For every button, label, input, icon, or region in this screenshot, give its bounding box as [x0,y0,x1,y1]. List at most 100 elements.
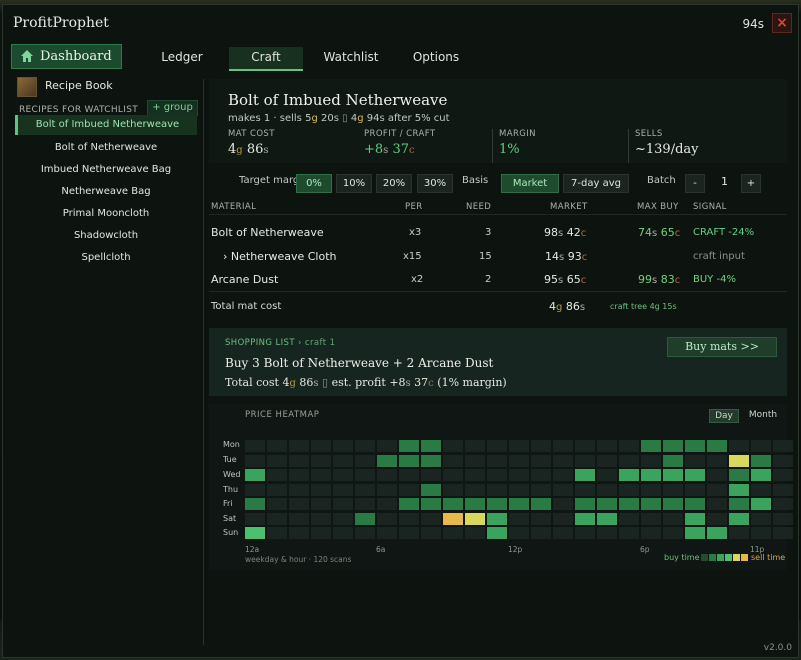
heatmap-cell[interactable] [377,527,397,539]
heatmap-cell[interactable] [531,483,551,496]
heatmap-cell[interactable] [267,469,287,481]
heatmap-cell[interactable] [487,454,507,467]
heatmap-cell[interactable] [729,469,749,481]
heatmap-cell[interactable] [399,454,419,467]
heatmap-cell[interactable] [575,512,595,525]
heatmap-cell[interactable] [377,483,397,496]
heatmap-cell[interactable] [465,469,485,481]
heatmap-cell[interactable] [245,440,265,452]
heatmap-cell[interactable] [773,469,793,481]
heatmap-cell[interactable] [641,512,661,525]
heatmap-cell[interactable] [289,469,309,481]
heatmap-tab-month[interactable]: Month [748,410,778,420]
heatmap-cell[interactable] [553,527,573,539]
heatmap-cell[interactable] [773,527,793,539]
heatmap-cell[interactable] [707,483,727,496]
heatmap-cell[interactable] [465,454,485,467]
heatmap-cell[interactable] [575,483,595,496]
heatmap-cell[interactable] [707,454,727,467]
heatmap-cell[interactable] [487,483,507,496]
heatmap-cell[interactable] [751,469,771,481]
heatmap-cell[interactable] [421,498,441,510]
heatmap-cell[interactable] [355,440,375,452]
heatmap-cell[interactable] [245,469,265,481]
heatmap-cell[interactable] [575,527,595,539]
heatmap-cell[interactable] [575,440,595,452]
dashboard-button[interactable]: Dashboard [11,44,122,69]
heatmap-tab-day[interactable]: Day [709,409,739,423]
heatmap-cell[interactable] [663,440,683,452]
heatmap-cell[interactable] [443,440,463,452]
heatmap-cell[interactable] [421,483,441,496]
heatmap-cell[interactable] [553,454,573,467]
recipe-book-link[interactable]: Recipe Book [17,77,113,97]
heatmap-cell[interactable] [729,527,749,539]
heatmap-cell[interactable] [465,440,485,452]
heatmap-cell[interactable] [619,512,639,525]
heatmap-cell[interactable] [641,483,661,496]
margin-option-10[interactable]: 10% [336,174,372,193]
heatmap-cell[interactable] [289,440,309,452]
heatmap-cell[interactable] [377,498,397,510]
heatmap-cell[interactable] [267,440,287,452]
heatmap-cell[interactable] [685,512,705,525]
heatmap-cell[interactable] [487,440,507,452]
heatmap-cell[interactable] [289,454,309,467]
heatmap-cell[interactable] [531,440,551,452]
heatmap-cell[interactable] [575,454,595,467]
heatmap-cell[interactable] [597,498,617,510]
heatmap-cell[interactable] [509,454,529,467]
basis-market[interactable]: Market [501,174,559,193]
heatmap-cell[interactable] [641,527,661,539]
sidebar-item-bolt-of-netherweave[interactable]: Bolt of Netherweave [54,142,158,153]
heatmap-cell[interactable] [773,498,793,510]
sidebar-item-bolt-of-imbued-netherweave[interactable]: Bolt of Imbued Netherweave [15,115,197,135]
heatmap-cell[interactable] [355,527,375,539]
heatmap-cell[interactable] [553,469,573,481]
heatmap-cell[interactable] [509,527,529,539]
heatmap-cell[interactable] [531,454,551,467]
heatmap-cell[interactable] [377,440,397,452]
heatmap-cell[interactable] [245,512,265,525]
heatmap-cell[interactable] [509,469,529,481]
heatmap-cell[interactable] [333,440,353,452]
heatmap-cell[interactable] [597,527,617,539]
heatmap-cell[interactable] [311,527,331,539]
heatmap-cell[interactable] [465,512,485,525]
heatmap-cell[interactable] [751,440,771,452]
heatmap-cell[interactable] [663,454,683,467]
heatmap-cell[interactable] [641,440,661,452]
heatmap-cell[interactable] [421,440,441,452]
heatmap-cell[interactable] [663,512,683,525]
heatmap-cell[interactable] [289,527,309,539]
heatmap-cell[interactable] [377,454,397,467]
heatmap-cell[interactable] [729,512,749,525]
heatmap-cell[interactable] [553,483,573,496]
heatmap-cell[interactable] [377,512,397,525]
sidebar-item-shadowcloth[interactable]: Shadowcloth [73,230,139,241]
heatmap-cell[interactable] [597,512,617,525]
heatmap-cell[interactable] [245,454,265,467]
heatmap-cell[interactable] [487,469,507,481]
heatmap-cell[interactable] [663,498,683,510]
heatmap-cell[interactable] [575,469,595,481]
heatmap-cell[interactable] [311,469,331,481]
heatmap-cell[interactable] [751,498,771,510]
add-group-button[interactable]: + group [147,100,198,116]
row-1-material[interactable]: › Netherweave Cloth [223,250,337,263]
heatmap-cell[interactable] [751,512,771,525]
heatmap-cell[interactable] [267,527,287,539]
heatmap-cell[interactable] [333,512,353,525]
heatmap-cell[interactable] [333,527,353,539]
heatmap-cell[interactable] [421,469,441,481]
heatmap-cell[interactable] [707,469,727,481]
heatmap-cell[interactable] [707,498,727,510]
heatmap-cell[interactable] [619,469,639,481]
heatmap-cell[interactable] [641,469,661,481]
heatmap-cell[interactable] [509,483,529,496]
heatmap-cell[interactable] [575,498,595,510]
heatmap-cell[interactable] [509,512,529,525]
heatmap-cell[interactable] [399,440,419,452]
heatmap-cell[interactable] [729,454,749,467]
batch-decrement-button[interactable]: - [685,174,705,193]
